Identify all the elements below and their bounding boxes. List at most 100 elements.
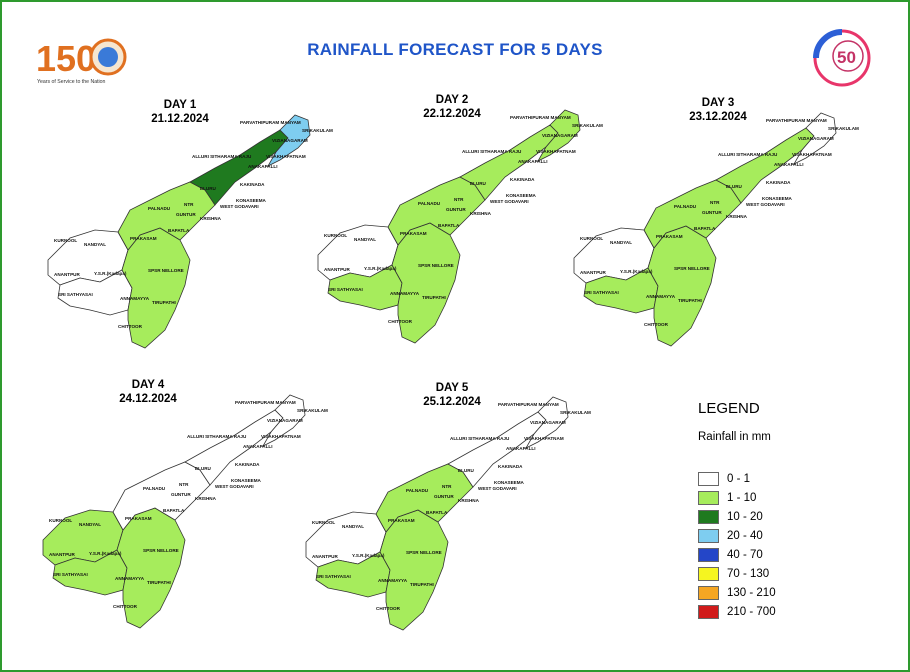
district-label: ANANTPUR [54,272,80,277]
day5-date: 25.12.2024 [423,396,481,408]
region-north2 [536,109,581,162]
district-label: ANNAMAYYA [378,578,408,583]
district-label: KAKINADA [766,180,791,185]
district-label: WEST GODAVARI [220,204,259,209]
day3-date: 23.12.2024 [689,111,747,123]
district-label: SRI SATHYASAI [584,290,619,295]
region-south [391,222,461,344]
logo-left-number: 150 [36,38,96,79]
district-label: ELURU [726,184,743,189]
day1-label: DAY 1 [163,99,197,111]
day4-header: DAY 4 24.12.2024 [98,378,198,406]
district-label: SPSR NELLORE [143,548,179,553]
district-label: BAPATLA [694,226,716,231]
logo-left-subtitle: Years of Service to the Nation [37,79,106,85]
legend-item: 20 - 40 [698,526,888,545]
region-north2 [266,114,311,167]
district-label: SPSR NELLORE [148,268,184,273]
district-label: SRI SATHYASAI [316,574,351,579]
district-label: ANNAMAYYA [390,291,420,296]
district-label: VISAKHAPATNAM [261,434,301,439]
day2-label: DAY 2 [435,94,469,106]
legend-label: 20 - 40 [727,529,763,542]
district-label: WEST GODAVARI [490,199,529,204]
day5-label: DAY 5 [435,382,469,394]
logo-right-number: 50 [837,48,856,67]
district-label: BAPATLA [426,510,448,515]
district-label: BAPATLA [168,228,190,233]
district-label: WEST GODAVARI [478,486,517,491]
district-label: NANDYAL [79,522,101,527]
district-label: SPSR NELLORE [418,263,454,268]
legend-label: 130 - 210 [727,586,776,599]
district-label: NANDYAL [342,524,364,529]
district-label: ANANTPUR [580,270,606,275]
region-north2 [792,112,837,165]
district-label: CHITTOOR [376,606,401,611]
district-label: KAKINADA [510,177,535,182]
district-label: VISAKHAPATNAM [536,149,576,154]
district-label: ANNAMAYYA [646,294,676,299]
district-label: VISAKHAPATNAM [524,436,564,441]
district-label: PRAKASAM [125,516,152,521]
district-label: Y.S.R.(Kadapa) [352,553,385,558]
district-label: CHITTOOR [118,324,143,329]
legend-swatch [698,471,719,486]
legend-swatch [698,547,719,562]
imd-150-logo: 150 Years of Service to the Nation [36,38,127,85]
district-label: PRAKASAM [656,234,683,239]
district-label: ANAKAPALLI [243,444,273,449]
district-label: SPSR NELLORE [674,266,710,271]
district-label: VIZIANAGARAM [542,133,578,138]
district-label: SRI SATHYASAI [328,287,363,292]
legend: LEGEND Rainfall in mm 0 - 1 1 - 10 10 - 20… [698,400,888,621]
district-label: KONASEEMA [494,480,525,485]
district-label: NTR [710,200,720,205]
district-label: PARVATHIPURAM MANYAM [240,120,301,125]
district-label: Y.S.R.(Kadapa) [620,269,653,274]
district-label: PARVATHIPURAM MANYAM [498,402,559,407]
district-label: PALNADU [148,206,171,211]
district-label: GUNTUR [446,207,466,212]
district-label: PRAKASAM [130,236,157,241]
district-label: SRIKAKULAM [828,126,859,131]
district-label: KURNOOL [580,236,603,241]
district-label: KAKINADA [498,464,523,469]
district-label: KAKINADA [235,462,260,467]
legend-item: 0 - 1 [698,469,888,488]
district-label: NTR [179,482,189,487]
district-label: ANANTPUR [312,554,338,559]
day3-label: DAY 3 [701,97,735,109]
day4-label: DAY 4 [131,379,165,391]
legend-swatch [698,585,719,600]
district-label: PARVATHIPURAM MANYAM [235,400,296,405]
district-label: NTR [454,197,464,202]
district-label: GUNTUR [702,210,722,215]
district-label: ALLURI SITHARAMA RAJU [187,434,247,439]
district-label: KONASEEMA [231,478,262,483]
legend-label: 70 - 130 [727,567,770,580]
district-label: ANANTPUR [324,267,350,272]
district-label: PALNADU [406,488,429,493]
legend-item: 130 - 210 [698,583,888,602]
district-label: NTR [442,484,452,489]
district-label: ALLURI SITHARAMA RAJU [718,152,778,157]
region-south [121,227,191,349]
district-label: PALNADU [674,204,697,209]
district-label: KRISHNA [195,496,217,501]
legend-label: 40 - 70 [727,548,763,561]
district-label: WEST GODAVARI [746,202,785,207]
district-label: ALLURI SITHARAMA RAJU [450,436,510,441]
district-label: Y.S.R.(Kadapa) [364,266,397,271]
legend-item: 70 - 130 [698,564,888,583]
district-label: KURNOOL [49,518,72,523]
district-label: TIRUPATHI [422,295,446,300]
legend-swatch [698,509,719,524]
day5-header: DAY 5 25.12.2024 [402,381,502,409]
day1-date: 21.12.2024 [151,113,209,125]
legend-label: 10 - 20 [727,510,763,523]
